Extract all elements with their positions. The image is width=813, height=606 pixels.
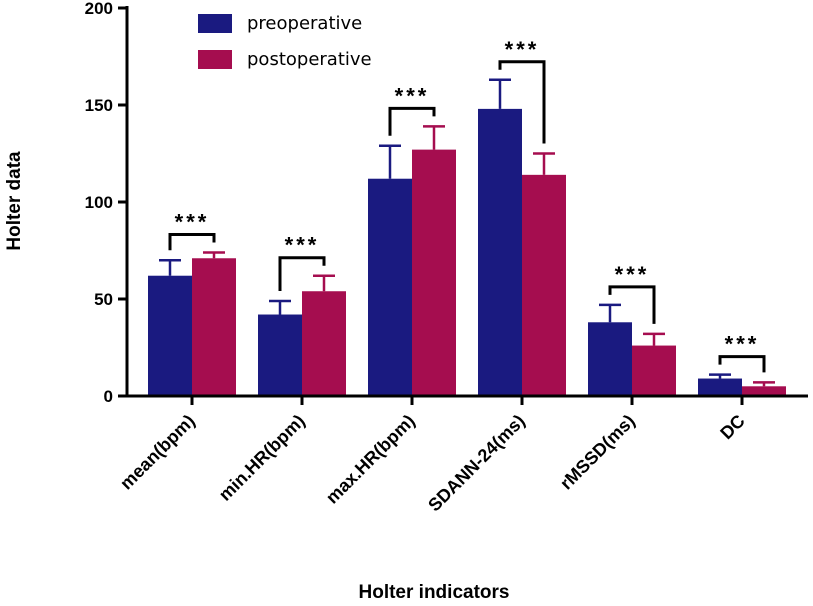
- significance-bracket: [718, 355, 766, 373]
- significance-label: ***: [285, 233, 320, 258]
- error-bars-layer: [159, 78, 775, 387]
- y-tick-label: 200: [85, 0, 113, 18]
- bar-preoperative: [698, 378, 742, 396]
- significance-bracket: [498, 60, 546, 144]
- bars-layer: [148, 108, 786, 396]
- legend-label-preoperative: preoperative: [247, 13, 362, 34]
- significance-label: ***: [395, 83, 430, 108]
- significance-bracket: [608, 285, 656, 324]
- x-tick-label: rMSSD(ms): [556, 411, 639, 494]
- y-tick-label: 50: [94, 290, 113, 309]
- significance-label: ***: [505, 37, 540, 62]
- significance-bracket: [278, 256, 326, 291]
- bar-preoperative: [368, 178, 412, 396]
- y-tick-label: 100: [85, 193, 113, 212]
- significance-label: ***: [615, 262, 650, 287]
- x-tick-label: mean(bpm): [116, 411, 199, 494]
- bar-postoperative: [632, 345, 676, 396]
- significance-bracket: [168, 232, 216, 251]
- significance-label: ***: [725, 332, 760, 357]
- legend: preoperative postoperative: [198, 13, 372, 70]
- bar-preoperative: [258, 314, 302, 396]
- y-axis: 0 50 100 150 200: [85, 0, 129, 406]
- significance-bracket: [388, 106, 436, 136]
- x-axis-label: Holter indicators: [359, 582, 510, 603]
- bar-postoperative: [192, 258, 236, 396]
- x-tick-label: SDANN-24(ms): [424, 411, 529, 516]
- legend-swatch-preoperative: [198, 14, 232, 33]
- y-axis-label: Holter data: [4, 151, 25, 251]
- bar-preoperative: [478, 108, 522, 396]
- bar-postoperative: [302, 291, 346, 396]
- y-tick-label: 150: [85, 96, 113, 115]
- x-axis: mean(bpm) min.HR(bpm) max.HR(bpm) SDANN-24(…: [116, 394, 808, 516]
- legend-label-postoperative: postoperative: [247, 49, 372, 70]
- x-tick-label: min.HR(bpm): [215, 411, 309, 505]
- bar-postoperative: [412, 149, 456, 396]
- significance-layer: *** *** *** *** *** ***: [168, 37, 766, 373]
- bar-preoperative: [588, 322, 632, 396]
- bar-preoperative: [148, 275, 192, 396]
- x-tick-label: DC: [716, 411, 749, 444]
- bar-postoperative: [742, 386, 786, 396]
- x-tick-label: max.HR(bpm): [322, 411, 419, 508]
- legend-swatch-postoperative: [198, 50, 232, 69]
- significance-label: ***: [175, 209, 210, 234]
- y-tick-label: 0: [104, 387, 113, 406]
- bar-postoperative: [522, 174, 566, 396]
